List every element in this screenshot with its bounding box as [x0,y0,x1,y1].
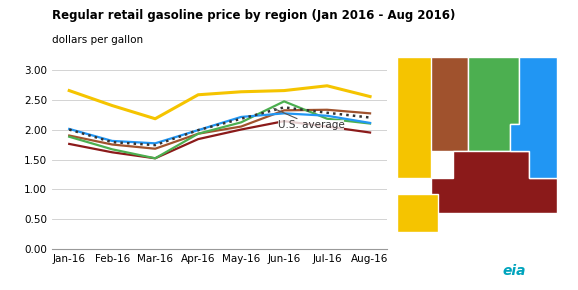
Text: eia: eia [502,264,526,278]
Polygon shape [397,194,438,232]
Text: dollars per gallon: dollars per gallon [52,35,143,45]
Text: U.S. average: U.S. average [274,108,344,130]
Polygon shape [510,57,557,178]
Polygon shape [431,57,468,151]
Polygon shape [468,57,519,151]
Polygon shape [397,57,438,178]
Polygon shape [431,151,557,213]
Text: Regular retail gasoline price by region (Jan 2016 - Aug 2016): Regular retail gasoline price by region … [52,9,455,22]
